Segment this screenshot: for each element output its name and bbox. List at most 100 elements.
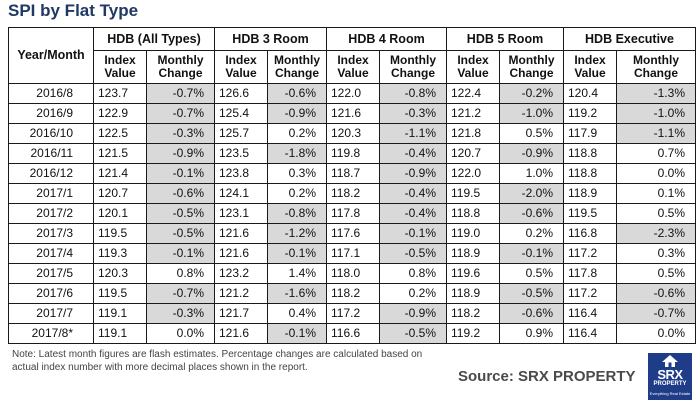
logo-subtext: PROPERTY xyxy=(653,381,687,387)
index-value-cell: 121.6 xyxy=(214,243,268,264)
index-value-cell: 117.6 xyxy=(326,223,380,244)
index-value-cell: 121.6 xyxy=(214,323,268,344)
index-value-cell: 121.2 xyxy=(214,283,268,304)
monthly-change-cell: -0.3% xyxy=(146,303,215,324)
monthly-change-cell: -1.0% xyxy=(499,103,564,124)
table-body: 2016/8 123.7 -0.7% 126.6 -0.6% 122.0 -0.8% 122.… xyxy=(8,83,696,344)
index-value-cell: 119.2 xyxy=(446,323,500,344)
index-value-cell: 116.4 xyxy=(563,303,617,324)
index-value-cell: 119.1 xyxy=(93,303,147,324)
table-row: 2017/6 119.5 -0.7% 121.2 -1.6% 118.2 0.2% 118.9… xyxy=(8,283,696,304)
monthly-change-cell: 0.9% xyxy=(499,323,564,344)
year-month-cell: 2017/8* xyxy=(8,323,94,344)
monthly-change-cell: 0.2% xyxy=(379,283,447,304)
index-value-cell: 121.8 xyxy=(446,123,500,144)
index-value-cell: 122.0 xyxy=(326,83,380,104)
monthly-change-cell: -0.8% xyxy=(379,83,447,104)
sub-header-row: Index Value Monthly Change Index Value Mont… xyxy=(9,50,696,84)
monthly-change-cell: -0.1% xyxy=(267,243,327,264)
monthly-change-cell: -0.4% xyxy=(379,203,447,224)
monthly-change-cell: -1.6% xyxy=(267,283,327,304)
monthly-change-header: Monthly Change xyxy=(616,50,696,84)
monthly-change-cell: 0.5% xyxy=(616,203,696,224)
index-value-cell: 121.6 xyxy=(326,103,380,124)
index-value-cell: 121.6 xyxy=(214,223,268,244)
index-value-cell: 121.5 xyxy=(93,143,147,164)
index-value-cell: 119.1 xyxy=(93,323,147,344)
index-value-cell: 123.2 xyxy=(214,263,268,284)
group-header-hdb-all: HDB (All Types) xyxy=(93,27,215,51)
monthly-change-cell: -0.4% xyxy=(379,183,447,204)
index-value-cell: 118.2 xyxy=(326,283,380,304)
monthly-change-cell: -0.3% xyxy=(379,103,447,124)
monthly-change-cell: 0.3% xyxy=(267,163,327,184)
monthly-change-cell: 1.4% xyxy=(267,263,327,284)
monthly-change-cell: 0.1% xyxy=(616,183,696,204)
monthly-change-header: Monthly Change xyxy=(499,50,564,84)
monthly-change-cell: -1.1% xyxy=(616,123,696,144)
monthly-change-cell: -2.0% xyxy=(499,183,564,204)
monthly-change-cell: -1.8% xyxy=(267,143,327,164)
group-header-hdb-4-room: HDB 4 Room xyxy=(326,27,447,51)
monthly-change-header: Monthly Change xyxy=(146,50,215,84)
monthly-change-cell: -1.1% xyxy=(379,123,447,144)
index-value-header: Index Value xyxy=(326,50,380,84)
index-value-cell: 116.6 xyxy=(326,323,380,344)
year-month-cell: 2016/8 xyxy=(8,83,94,104)
monthly-change-cell: -0.6% xyxy=(616,283,696,304)
logo-text: SRX xyxy=(657,367,683,382)
srx-logo: SRX PROPERTY Everything Real Estate xyxy=(648,353,692,400)
index-value-header: Index Value xyxy=(214,50,268,84)
monthly-change-cell: 0.0% xyxy=(616,323,696,344)
index-value-cell: 117.2 xyxy=(563,243,617,264)
monthly-change-cell: -1.0% xyxy=(616,103,696,124)
index-value-cell: 120.3 xyxy=(93,263,147,284)
index-value-cell: 117.1 xyxy=(326,243,380,264)
monthly-change-header: Monthly Change xyxy=(379,50,447,84)
index-value-cell: 123.5 xyxy=(214,143,268,164)
index-value-cell: 122.5 xyxy=(93,123,147,144)
monthly-change-cell: 0.5% xyxy=(616,263,696,284)
index-value-cell: 119.8 xyxy=(326,143,380,164)
index-value-cell: 120.1 xyxy=(93,203,147,224)
year-month-cell: 2017/5 xyxy=(8,263,94,284)
table-row: 2016/10 122.5 -0.3% 125.7 0.2% 120.3 -1.1% 121.… xyxy=(8,123,696,144)
table-row: 2017/2 120.1 -0.5% 123.1 -0.8% 117.8 -0.4% 118.… xyxy=(8,203,696,224)
year-month-cell: 2016/10 xyxy=(8,123,94,144)
monthly-change-cell: 0.0% xyxy=(616,163,696,184)
monthly-change-cell: 0.7% xyxy=(616,143,696,164)
logo-tagline: Everything Real Estate xyxy=(649,391,691,396)
monthly-change-cell: -0.3% xyxy=(146,123,215,144)
table-row: 2017/3 119.5 -0.5% 121.6 -1.2% 117.6 -0.1% 119.… xyxy=(8,223,696,244)
monthly-change-cell: -0.1% xyxy=(379,223,447,244)
monthly-change-cell: -0.5% xyxy=(379,243,447,264)
index-value-cell: 116.4 xyxy=(563,323,617,344)
table-row: 2016/8 123.7 -0.7% 126.6 -0.6% 122.0 -0.8% 122.… xyxy=(8,83,696,104)
monthly-change-cell: -0.9% xyxy=(499,143,564,164)
monthly-change-cell: -0.5% xyxy=(146,203,215,224)
index-value-cell: 118.8 xyxy=(446,203,500,224)
index-value-cell: 118.2 xyxy=(446,303,500,324)
monthly-change-cell: 0.2% xyxy=(267,123,327,144)
year-month-cell: 2017/3 xyxy=(8,223,94,244)
index-value-cell: 124.1 xyxy=(214,183,268,204)
monthly-change-cell: -0.9% xyxy=(379,303,447,324)
year-month-cell: 2017/4 xyxy=(8,243,94,264)
house-icon xyxy=(662,355,678,367)
index-value-cell: 118.0 xyxy=(326,263,380,284)
index-value-cell: 117.2 xyxy=(326,303,380,324)
year-month-cell: 2017/2 xyxy=(8,203,94,224)
monthly-change-cell: -0.7% xyxy=(616,303,696,324)
index-value-header: Index Value xyxy=(563,50,617,84)
monthly-change-cell: 0.3% xyxy=(616,243,696,264)
index-value-cell: 119.2 xyxy=(563,103,617,124)
index-value-cell: 121.7 xyxy=(214,303,268,324)
index-value-cell: 120.7 xyxy=(446,143,500,164)
group-header-row: Year/Month HDB (All Types) HDB 3 Room HD… xyxy=(8,27,696,84)
monthly-change-cell: -2.3% xyxy=(616,223,696,244)
index-value-cell: 122.0 xyxy=(446,163,500,184)
index-value-cell: 119.5 xyxy=(93,223,147,244)
index-value-cell: 118.9 xyxy=(446,243,500,264)
table-row: 2017/1 120.7 -0.6% 124.1 0.2% 118.2 -0.4% 119.5… xyxy=(8,183,696,204)
monthly-change-cell: -0.5% xyxy=(146,223,215,244)
